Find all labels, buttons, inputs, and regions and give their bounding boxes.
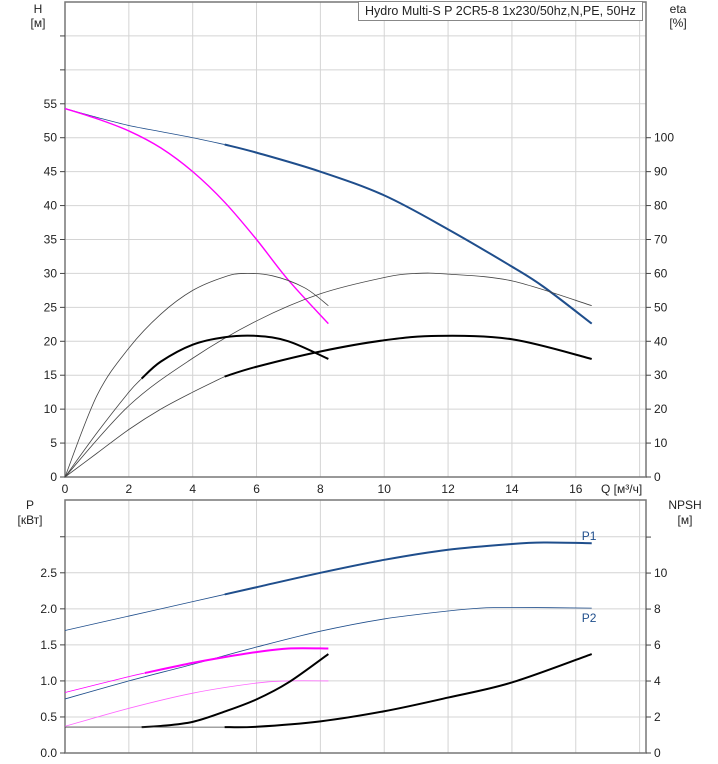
npsh-axis-unit: [м] (678, 513, 693, 527)
y2-tick-label: 8 (654, 602, 661, 616)
y-tick-label: 0 (50, 470, 57, 484)
y-tick-label: 2.5 (40, 566, 57, 580)
y-tick-label: 2.0 (40, 602, 57, 616)
chart-title: Hydro Multi-S P 2CR5-8 1x230/50hz,N,PE, … (358, 1, 643, 21)
axis-labels: H [м] eta [%] Q [м³/ч] P [кВт] NPSH [м] (17, 2, 701, 527)
head-axis-label: H (34, 2, 43, 16)
curve-eta-single-thin (64, 272, 329, 478)
y2-tick-label: 10 (654, 566, 668, 580)
curve-eta-single-low (140, 334, 329, 380)
y2-tick-label: 6 (654, 638, 661, 652)
x-tick-label: 4 (189, 482, 196, 496)
y2-tick-label: 50 (654, 300, 668, 314)
curve-eta-total-thin (64, 272, 592, 478)
curve-h-pump (224, 143, 593, 325)
plot-frame (64, 499, 647, 754)
y-tick-label: 40 (44, 199, 58, 213)
curve-eta-total-low-thin (64, 376, 225, 478)
y-tick-label: 5 (50, 436, 57, 450)
x-tick-label: 10 (378, 482, 392, 496)
y2-tick-label: 100 (654, 131, 674, 145)
y2-tick-label: 20 (654, 402, 668, 416)
y2-tick-label: 80 (654, 199, 668, 213)
y2-tick-label: 40 (654, 334, 668, 348)
power-axis-label: P (26, 498, 34, 512)
curve-h-pump-thin (64, 108, 225, 145)
head-plot-grid: 0510152025303540455055010203040506070809… (44, 1, 674, 496)
head-axis-unit: [м] (31, 16, 46, 30)
y-tick-label: 55 (44, 97, 58, 111)
power-axis-unit: [кВт] (17, 513, 42, 527)
x-tick-label: 16 (569, 482, 583, 496)
y2-tick-label: 0 (654, 470, 661, 484)
x-tick-label: 6 (253, 482, 260, 496)
flow-axis-label: Q [м³/ч] (601, 482, 642, 496)
y-tick-label: 10 (44, 402, 58, 416)
y-tick-label: 20 (44, 334, 58, 348)
y-tick-label: 1.5 (40, 638, 57, 652)
y2-tick-label: 0 (654, 746, 661, 760)
y-tick-label: 50 (44, 131, 58, 145)
y-tick-label: 35 (44, 233, 58, 247)
x-tick-label: 8 (317, 482, 324, 496)
curve-label-p2: P2 (582, 611, 597, 625)
curve-p1-single-thin (64, 672, 145, 693)
curve-p2 (64, 606, 592, 700)
curve-eta-total-low (224, 334, 592, 378)
x-tick-label: 12 (441, 482, 455, 496)
curve-npsh-total (224, 653, 593, 729)
curve-p1 (224, 541, 592, 596)
y2-tick-label: 70 (654, 233, 668, 247)
y2-tick-label: 60 (654, 266, 668, 280)
y-tick-label: 45 (44, 165, 58, 179)
y2-tick-label: 10 (654, 436, 668, 450)
y-tick-label: 30 (44, 266, 58, 280)
curve-label-p1: P1 (582, 529, 597, 543)
y-tick-label: 15 (44, 368, 58, 382)
y-tick-label: 25 (44, 300, 58, 314)
npsh-axis-label: NPSH (668, 498, 701, 512)
curve-p1-single (144, 647, 329, 674)
curve-h-single-pump (64, 107, 329, 325)
y2-tick-label: 4 (654, 674, 661, 688)
eta-axis-label: eta (670, 2, 687, 16)
y-tick-label: 1.0 (40, 674, 57, 688)
curve-eta-single-low-thin (64, 378, 142, 478)
power-plot-series: P1 P2 (64, 529, 597, 729)
x-tick-label: 2 (126, 482, 133, 496)
curve-npsh-single (141, 653, 329, 729)
eta-axis-unit: [%] (669, 16, 686, 30)
y2-tick-label: 90 (654, 165, 668, 179)
head-plot-series (64, 107, 593, 478)
y-tick-label: 0.0 (40, 746, 57, 760)
x-tick-label: 14 (505, 482, 519, 496)
power-plot-grid: 0.0 0.5 1.0 1.5 2.0 2.5 0 2 4 6 8 10 (40, 499, 668, 760)
x-tick-label: 0 (62, 482, 69, 496)
y-tick-label: 0.5 (40, 710, 57, 724)
y2-tick-label: 30 (654, 368, 668, 382)
y2-tick-label: 2 (654, 710, 661, 724)
curve-p1-thin (64, 594, 225, 631)
